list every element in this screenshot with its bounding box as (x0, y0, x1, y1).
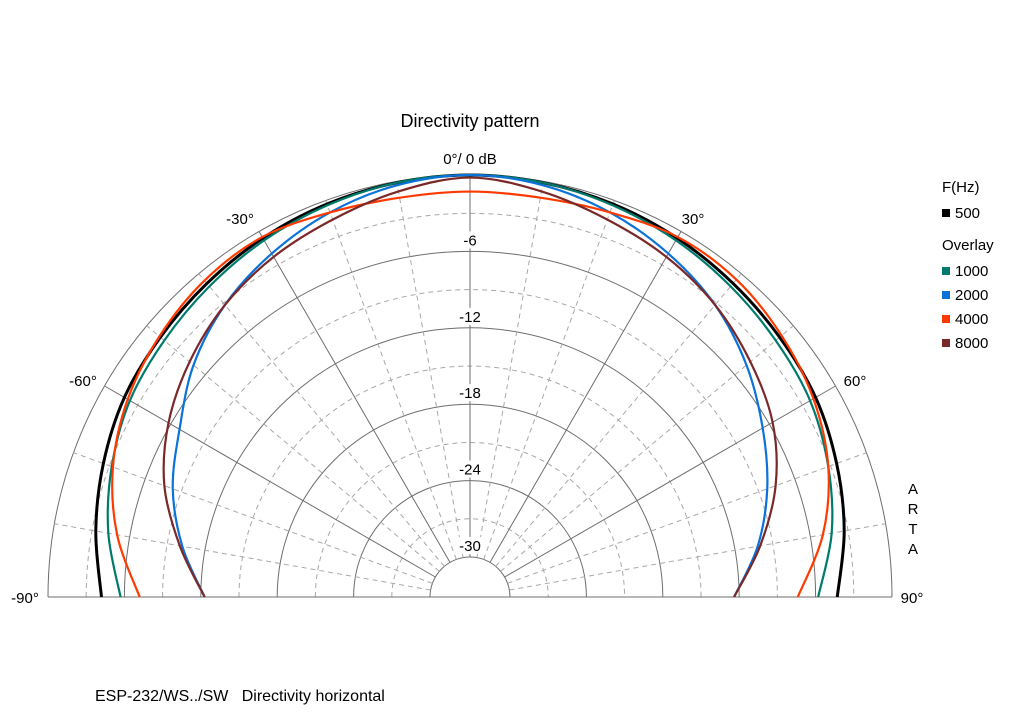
legend-label-8000: 8000 (955, 335, 988, 352)
watermark-letter: R (908, 501, 919, 518)
radial-label-bg (455, 537, 485, 554)
grid-spoke (483, 200, 615, 560)
grid-spoke (396, 181, 464, 558)
grid-spoke (495, 273, 742, 567)
grid-spoke (507, 452, 867, 584)
legend-label-2000: 2000 (955, 287, 988, 304)
watermark-letter: T (908, 521, 917, 538)
angle-label-minus90: -90° (11, 590, 39, 607)
radial-label: -12 (459, 309, 481, 326)
radial-label: -6 (463, 232, 476, 249)
legend-label-4000: 4000 (955, 311, 988, 328)
grid-ring (314, 441, 626, 598)
top-label: 0°/ 0 dB (443, 151, 497, 168)
grid-spoke (104, 385, 436, 578)
watermark-letter: A (908, 481, 918, 498)
grid-spoke (504, 385, 836, 578)
radial-label-bg (455, 384, 485, 402)
grid-ring (391, 518, 549, 598)
angle-label-30: 30° (682, 211, 705, 228)
grid-spoke (146, 325, 440, 572)
angle-label-minus60: -60° (69, 373, 97, 390)
grid-spoke (258, 231, 451, 563)
grid-spoke (198, 273, 445, 567)
legend-label-1000: 1000 (955, 263, 988, 280)
series-curves (94, 173, 846, 598)
radial-label-bg (455, 460, 485, 478)
grid-spoke (73, 452, 433, 584)
grid-ring (85, 212, 855, 598)
radial-label: -18 (459, 385, 481, 402)
grid-spoke (476, 181, 544, 558)
grid-ring (162, 289, 778, 598)
footer-caption: ESP-232/WS../SW Directivity horizontal (95, 688, 385, 705)
radial-label: -30 (459, 538, 481, 555)
grid-spoke (500, 325, 794, 572)
angle-label-minus30: -30° (226, 211, 254, 228)
curve-8000hz (162, 176, 778, 598)
watermark-letter: A (908, 541, 918, 558)
polar-grid (47, 174, 893, 598)
curve-4000hz (111, 190, 830, 598)
legend-swatch-500 (942, 209, 950, 217)
angle-label-90: 90° (901, 590, 924, 607)
chart-title: Directivity pattern (400, 111, 539, 131)
radial-label-bg (455, 231, 485, 249)
curve-2000hz (171, 173, 769, 598)
legend-swatch-4000 (942, 315, 950, 323)
legend-label-500: 500 (955, 205, 980, 222)
legend-header: F(Hz) (942, 179, 980, 196)
legend-swatch-2000 (942, 291, 950, 299)
grid-spoke (325, 200, 457, 560)
legend: F(Hz) 500 1000 2000 4000 8000 Overlay (942, 179, 994, 352)
legend-swatch-1000 (942, 267, 950, 275)
radial-label: -24 (459, 462, 481, 479)
grid-spoke (509, 523, 886, 591)
legend-overlay-label: Overlay (942, 237, 994, 254)
grid-spoke (489, 231, 682, 563)
angle-label-60: 60° (844, 373, 867, 390)
legend-swatch-8000 (942, 339, 950, 347)
radial-label-bg (455, 307, 485, 325)
radial-labels: -6 -12 -18 -24 -30 (455, 231, 485, 555)
